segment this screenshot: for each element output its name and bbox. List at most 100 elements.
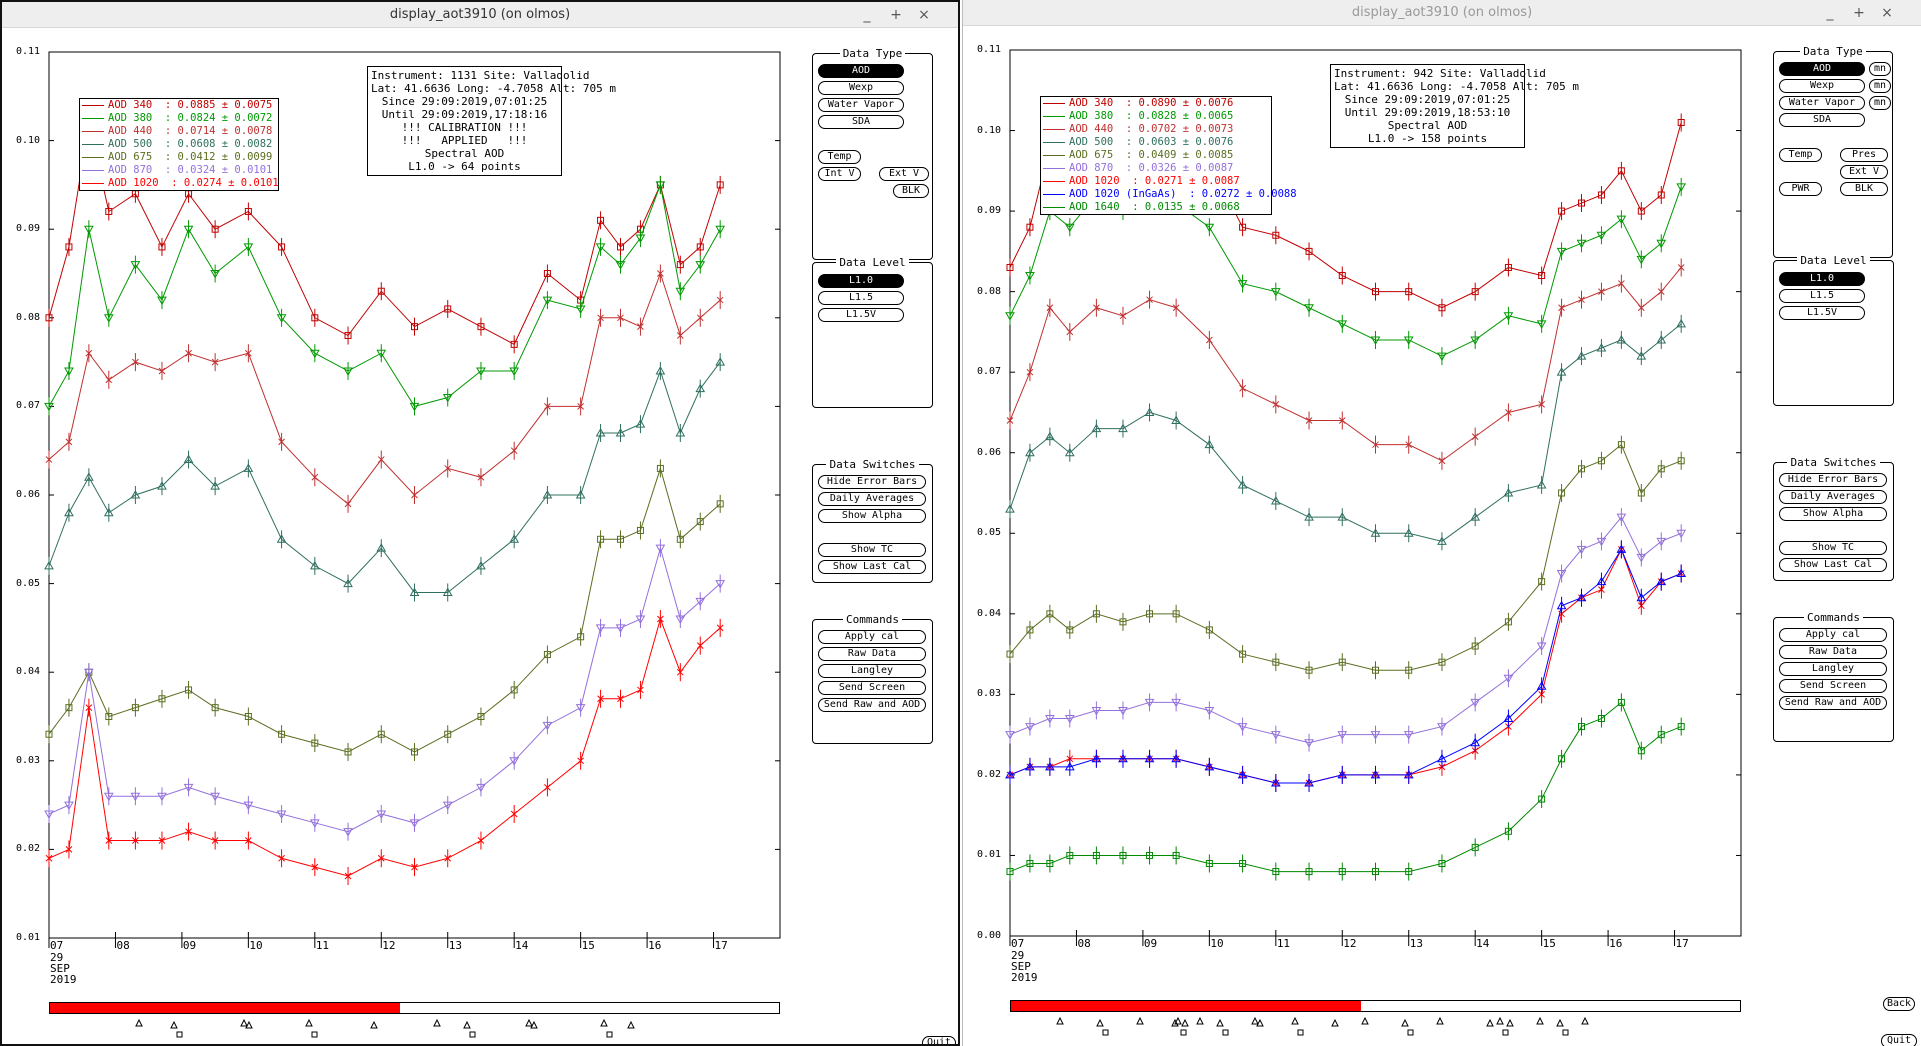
- mn-button[interactable]: mn: [1869, 62, 1891, 76]
- send-screen-button[interactable]: Send Screen: [1779, 679, 1887, 693]
- level-l1-5v-button[interactable]: L1.5V: [818, 308, 904, 322]
- data-point: [1272, 658, 1280, 666]
- level-l1-5-button[interactable]: L1.5: [818, 291, 904, 305]
- left-titlebar[interactable]: display_aot3910 (on olmos) _ + ×: [2, 2, 958, 28]
- raw-data-button[interactable]: Raw Data: [1779, 645, 1887, 659]
- data-point: [444, 854, 452, 862]
- temp-button[interactable]: Temp: [1779, 148, 1822, 162]
- data-point: [157, 481, 167, 490]
- close-icon[interactable]: ×: [918, 7, 930, 23]
- measure-marker: [1216, 1018, 1224, 1027]
- right-titlebar[interactable]: display_aot3910 (on olmos) _ + ×: [963, 0, 1921, 26]
- minimize-icon[interactable]: _: [863, 7, 871, 23]
- raw-data-button[interactable]: Raw Data: [818, 647, 926, 661]
- hide-error-bars-button[interactable]: Hide Error Bars: [818, 475, 926, 489]
- maximize-icon[interactable]: +: [1853, 5, 1865, 21]
- data-point: [715, 357, 726, 366]
- data-point: [676, 261, 684, 269]
- data-type-wexp-button[interactable]: Wexp: [1779, 79, 1865, 93]
- data-point: [637, 323, 644, 331]
- data-point: [1403, 528, 1414, 537]
- legend-swatch: [1043, 155, 1065, 156]
- hide-error-bars-button[interactable]: Hide Error Bars: [1779, 473, 1887, 487]
- data-type-water-vapor-button[interactable]: Water Vapor: [818, 98, 904, 112]
- show-tc-button[interactable]: Show TC: [818, 543, 926, 557]
- level-l1-5-button[interactable]: L1.5: [1779, 289, 1865, 303]
- data-point: [655, 365, 666, 375]
- info-line: L1.0 -> 64 points: [408, 160, 521, 173]
- show-alpha-button[interactable]: Show Alpha: [1779, 507, 1887, 521]
- ext-v-button[interactable]: Ext V: [1840, 165, 1888, 179]
- send-raw-and-aod-button[interactable]: Send Raw and AOD: [818, 698, 926, 712]
- y-tick-label: 0.05: [16, 577, 41, 589]
- ext-v-button[interactable]: Ext V: [879, 167, 929, 181]
- langley-button[interactable]: Langley: [818, 664, 926, 678]
- data-point: [1272, 401, 1280, 408]
- data-type-water-vapor-button[interactable]: Water Vapor: [1779, 96, 1865, 110]
- data-type-aod-button[interactable]: AOD: [818, 64, 904, 78]
- data-type-aod-button[interactable]: AOD: [1779, 62, 1865, 76]
- blk-button[interactable]: BLK: [1840, 182, 1888, 196]
- data-type-panel: Data Type AOD Wexp Water Vapor SDA Temp Int V E…: [812, 47, 933, 260]
- blk-button[interactable]: BLK: [893, 184, 929, 198]
- data-point: [1556, 247, 1567, 257]
- level-l1-0-button[interactable]: L1.0: [818, 274, 904, 288]
- data-point: [278, 243, 286, 251]
- show-alpha-button[interactable]: Show Alpha: [818, 509, 926, 523]
- int-v-button[interactable]: Int V: [818, 167, 861, 181]
- data-point: [617, 535, 625, 543]
- data-point: [1093, 304, 1100, 312]
- data-type-wexp-button[interactable]: Wexp: [818, 81, 904, 95]
- mn-button[interactable]: mn: [1869, 79, 1891, 93]
- data-type-sda-button[interactable]: SDA: [1779, 113, 1865, 127]
- daily-averages-button[interactable]: Daily Averages: [818, 492, 926, 506]
- date-range-bar[interactable]: [49, 1002, 780, 1014]
- maximize-icon[interactable]: +: [890, 7, 902, 23]
- pwr-button[interactable]: PWR: [1779, 182, 1822, 196]
- daily-averages-button[interactable]: Daily Averages: [1779, 490, 1887, 504]
- info-line: Instrument: 942 Site: Valladolid: [1334, 67, 1546, 80]
- show-last-cal-button[interactable]: Show Last Cal: [1779, 558, 1887, 572]
- info-line: Lat: 41.6636 Long: -4.7058 Alt: 705 m: [1334, 80, 1580, 93]
- level-l1-5v-button[interactable]: L1.5V: [1779, 306, 1865, 320]
- level-l1-0-button[interactable]: L1.0: [1779, 272, 1865, 286]
- temp-button[interactable]: Temp: [818, 150, 861, 164]
- data-point: [1091, 753, 1102, 763]
- apply-cal-button[interactable]: Apply cal: [1779, 628, 1887, 642]
- data-level-panel: Data Level L1.0 L1.5 L1.5V: [1773, 254, 1894, 406]
- x-tick-label: 09: [182, 939, 197, 952]
- close-icon[interactable]: ×: [1881, 5, 1893, 21]
- quit-button[interactable]: Quit: [1881, 1034, 1917, 1046]
- pres-button[interactable]: Pres: [1840, 148, 1888, 162]
- y-tick-label: 0.04: [977, 607, 1002, 619]
- legend-item: AOD 870 : 0.0326 ± 0.0087: [1041, 162, 1271, 175]
- data-point: [1305, 247, 1313, 255]
- show-tc-button[interactable]: Show TC: [1779, 541, 1887, 555]
- data-point: [1272, 868, 1280, 876]
- show-last-cal-button[interactable]: Show Last Cal: [818, 560, 926, 574]
- y-tick-label: 0.06: [977, 446, 1002, 458]
- data-point: [183, 454, 194, 464]
- send-screen-button[interactable]: Send Screen: [818, 681, 926, 695]
- measure-marker: [525, 1018, 533, 1027]
- data-type-sda-button[interactable]: SDA: [818, 115, 904, 129]
- info-line: Lat: 41.6636 Long: -4.7058 Alt: 705 m: [371, 82, 617, 95]
- minimize-icon[interactable]: _: [1826, 5, 1834, 21]
- send-raw-and-aod-button[interactable]: Send Raw and AOD: [1779, 696, 1887, 710]
- quit-button[interactable]: Quit: [922, 1036, 956, 1044]
- data-point: [1536, 320, 1547, 329]
- measure-marker: [1581, 1016, 1589, 1025]
- data-point: [510, 447, 518, 455]
- measure-marker: [1496, 1016, 1504, 1025]
- apply-cal-button[interactable]: Apply cal: [818, 630, 926, 644]
- data-point: [1066, 328, 1074, 336]
- back-button[interactable]: Back: [1883, 997, 1915, 1011]
- legend-label: AOD 380 : 0.0828 ± 0.0065: [1069, 110, 1234, 122]
- date-range-bar[interactable]: [1010, 1000, 1741, 1012]
- langley-button[interactable]: Langley: [1779, 662, 1887, 676]
- measure-marker: [1222, 1029, 1229, 1036]
- x-tick-label: 13: [448, 939, 462, 952]
- data-point: [1403, 769, 1414, 779]
- mn-button[interactable]: mn: [1869, 96, 1891, 110]
- x-tick-label: 10: [1210, 937, 1224, 950]
